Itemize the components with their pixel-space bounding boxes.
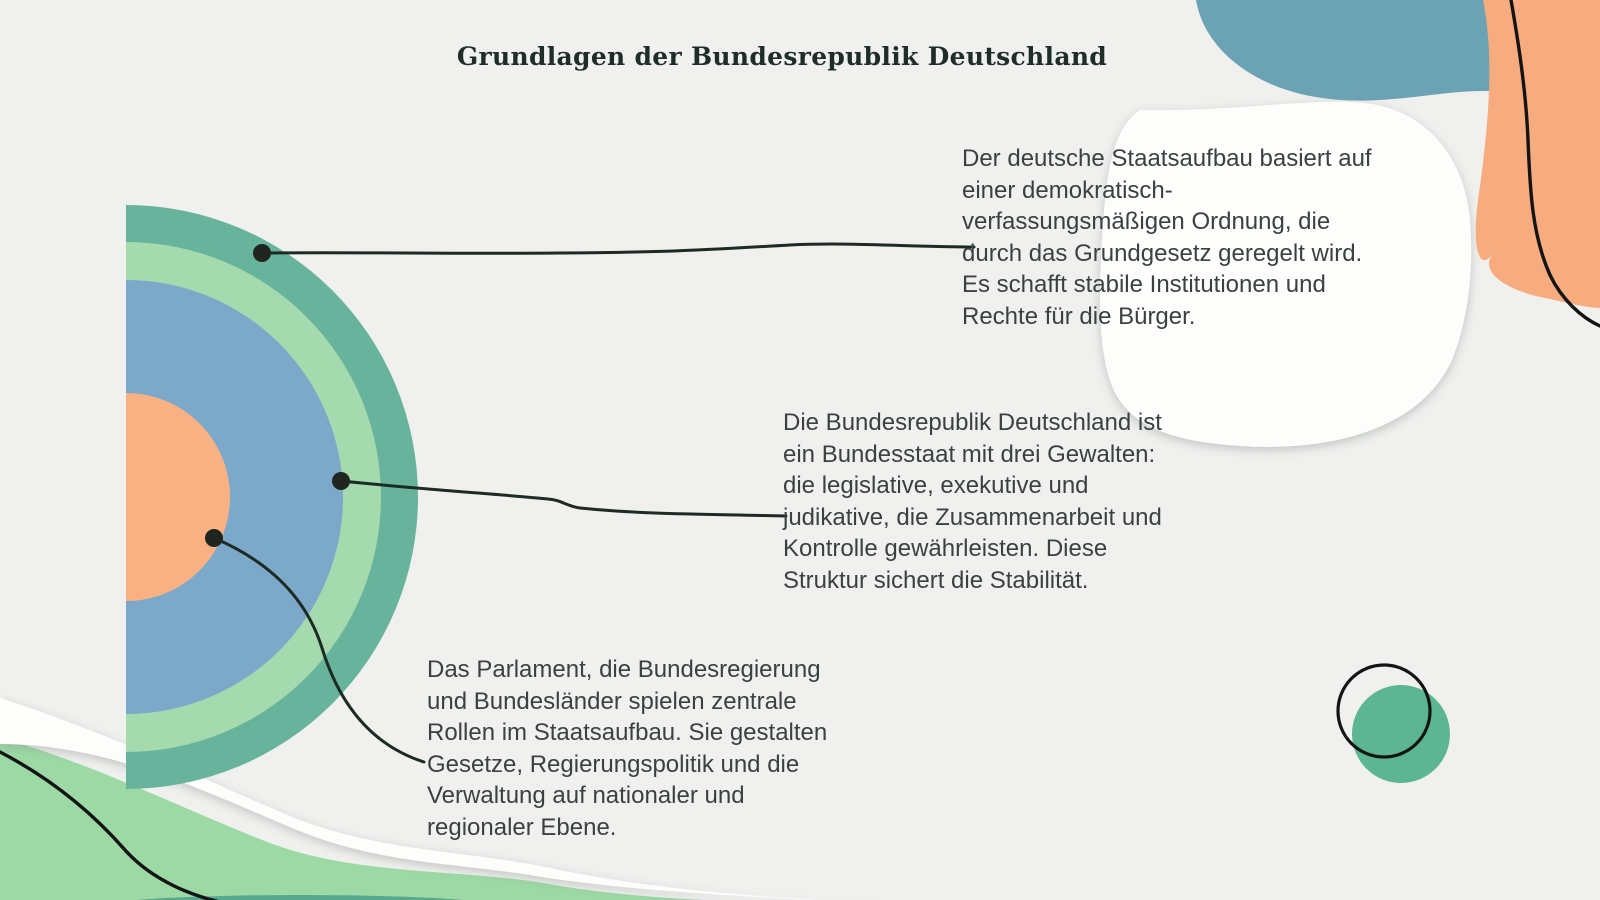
annotation-line: regionaler Ebene. xyxy=(427,813,617,841)
leader-lines xyxy=(212,242,976,764)
annotation-line: einer demokratisch- xyxy=(962,176,1173,204)
annotation-line: Kontrolle gewährleisten. Diese xyxy=(783,535,1108,562)
annotation-line: ein Bundesstaat mit drei Gewalten: xyxy=(783,440,1156,468)
leader-line-1 xyxy=(260,242,976,255)
annotation-line: Verwaltung auf nationaler und xyxy=(427,782,745,809)
annotation-line: Es schafft stabile Institutionen und xyxy=(962,271,1326,298)
teal-circle xyxy=(1352,685,1450,783)
dot-core xyxy=(205,529,223,547)
blue-blob xyxy=(1196,0,1556,101)
outline-circle xyxy=(1336,663,1432,759)
white-corner-blob xyxy=(1099,101,1472,447)
page-title: Grundlagen der Bundesrepublik Deutschlan… xyxy=(456,42,1108,71)
annotation-line: Struktur sichert die Stabilität. xyxy=(783,566,1089,594)
ring-core xyxy=(126,393,230,601)
green-blob xyxy=(0,738,705,900)
annotation-line: Das Parlament, die Bundesregierung xyxy=(427,656,821,683)
annotation-verfassung: Der deutsche Staatsaufbau basiert auf ei… xyxy=(962,143,1372,332)
bottom-sliver xyxy=(135,895,465,900)
annotation-gewalten: Die Bundesrepublik Deutschland ist ein B… xyxy=(783,407,1162,596)
annotation-line: die legislative, exekutive und xyxy=(783,472,1089,499)
leader-dots xyxy=(205,244,350,547)
dot-inner-ring xyxy=(332,472,350,490)
concentric-diagram xyxy=(126,205,418,789)
orange-blob xyxy=(1475,0,1600,308)
annotation-line: judikative, die Zusammenarbeit und xyxy=(783,503,1162,531)
annotation-line: Rollen im Staatsaufbau. Sie gestalten xyxy=(427,719,828,746)
annotation-line: Die Bundesrepublik Deutschland ist xyxy=(783,409,1162,436)
annotation-line: verfassungsmäßigen Ordnung, die xyxy=(962,208,1331,235)
orange-blob-accent-line xyxy=(1509,0,1600,328)
annotation-institutionen: Das Parlament, die Bundesregierung und B… xyxy=(427,654,827,843)
annotation-line: und Bundesländer spielen zentrale xyxy=(427,687,797,715)
annotation-line: Gesetze, Regierungspolitik und die xyxy=(427,750,800,778)
ring-inner xyxy=(126,280,343,714)
annotation-line: durch das Grundgesetz geregelt wird. xyxy=(962,239,1363,267)
leader-line-2 xyxy=(339,479,788,518)
annotation-line: Der deutsche Staatsaufbau basiert auf xyxy=(962,145,1372,172)
dot-outer-ring xyxy=(253,244,271,262)
green-blob-accent-line xyxy=(0,750,220,900)
annotation-line: Rechte für die Bürger. xyxy=(962,302,1196,330)
leader-line-3 xyxy=(212,536,426,764)
